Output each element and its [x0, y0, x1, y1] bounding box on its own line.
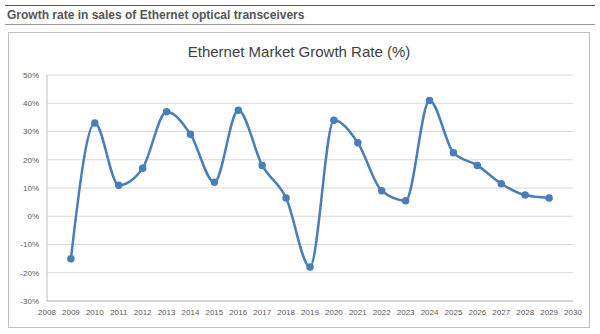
- svg-text:2024: 2024: [421, 308, 439, 317]
- svg-text:2018: 2018: [277, 308, 295, 317]
- svg-text:2015: 2015: [205, 308, 223, 317]
- svg-text:10%: 10%: [23, 184, 39, 193]
- svg-text:20%: 20%: [23, 156, 39, 165]
- svg-text:2023: 2023: [397, 308, 415, 317]
- svg-text:2012: 2012: [134, 308, 152, 317]
- svg-text:2017: 2017: [253, 308, 271, 317]
- svg-text:2030: 2030: [564, 308, 582, 317]
- svg-text:2025: 2025: [445, 308, 463, 317]
- svg-text:0%: 0%: [27, 212, 39, 221]
- svg-text:2011: 2011: [110, 308, 128, 317]
- svg-text:2016: 2016: [229, 308, 247, 317]
- svg-text:2010: 2010: [86, 308, 104, 317]
- svg-text:2022: 2022: [373, 308, 391, 317]
- svg-text:2027: 2027: [492, 308, 510, 317]
- svg-text:2029: 2029: [540, 308, 558, 317]
- svg-text:2028: 2028: [516, 308, 534, 317]
- svg-text:2020: 2020: [325, 308, 343, 317]
- svg-text:50%: 50%: [23, 71, 39, 80]
- html-text:Growth rate in sales of Ethern: Growth rate in sales of Ethernet optical…: [7, 8, 305, 22]
- svg-text:2013: 2013: [158, 308, 176, 317]
- svg-text:2026: 2026: [468, 308, 486, 317]
- svg-text:2021: 2021: [349, 308, 367, 317]
- svg-text:2019: 2019: [301, 308, 319, 317]
- svg-text:-10%: -10%: [20, 240, 39, 249]
- html-text:Ethernet Market Growth Rate (%: Ethernet Market Growth Rate (%): [187, 43, 411, 60]
- svg-text:-30%: -30%: [20, 297, 39, 306]
- svg-text:2009: 2009: [62, 308, 80, 317]
- svg-text:40%: 40%: [23, 99, 39, 108]
- svg-text:2008: 2008: [38, 308, 56, 317]
- svg-text:2014: 2014: [182, 308, 200, 317]
- svg-text:30%: 30%: [23, 127, 39, 136]
- svg-text:-20%: -20%: [20, 269, 39, 278]
